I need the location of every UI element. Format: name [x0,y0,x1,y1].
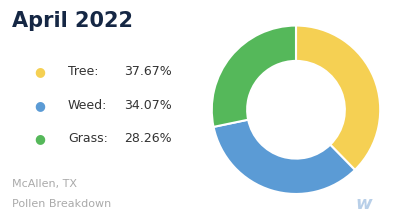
Text: ●: ● [34,65,46,78]
Text: 28.26%: 28.26% [124,132,172,145]
Text: ●: ● [34,99,46,112]
Text: Grass:: Grass: [68,132,108,145]
Text: Tree:: Tree: [68,65,98,78]
Text: 37.67%: 37.67% [124,65,172,78]
Text: April 2022: April 2022 [12,11,133,31]
Text: 34.07%: 34.07% [124,99,172,112]
Wedge shape [296,26,380,170]
Text: Pollen Breakdown: Pollen Breakdown [12,199,111,209]
Wedge shape [214,120,355,194]
Text: McAllen, TX: McAllen, TX [12,179,77,189]
Text: w: w [356,195,372,213]
Wedge shape [212,26,296,127]
Text: ●: ● [34,132,46,145]
Text: Weed:: Weed: [68,99,107,112]
